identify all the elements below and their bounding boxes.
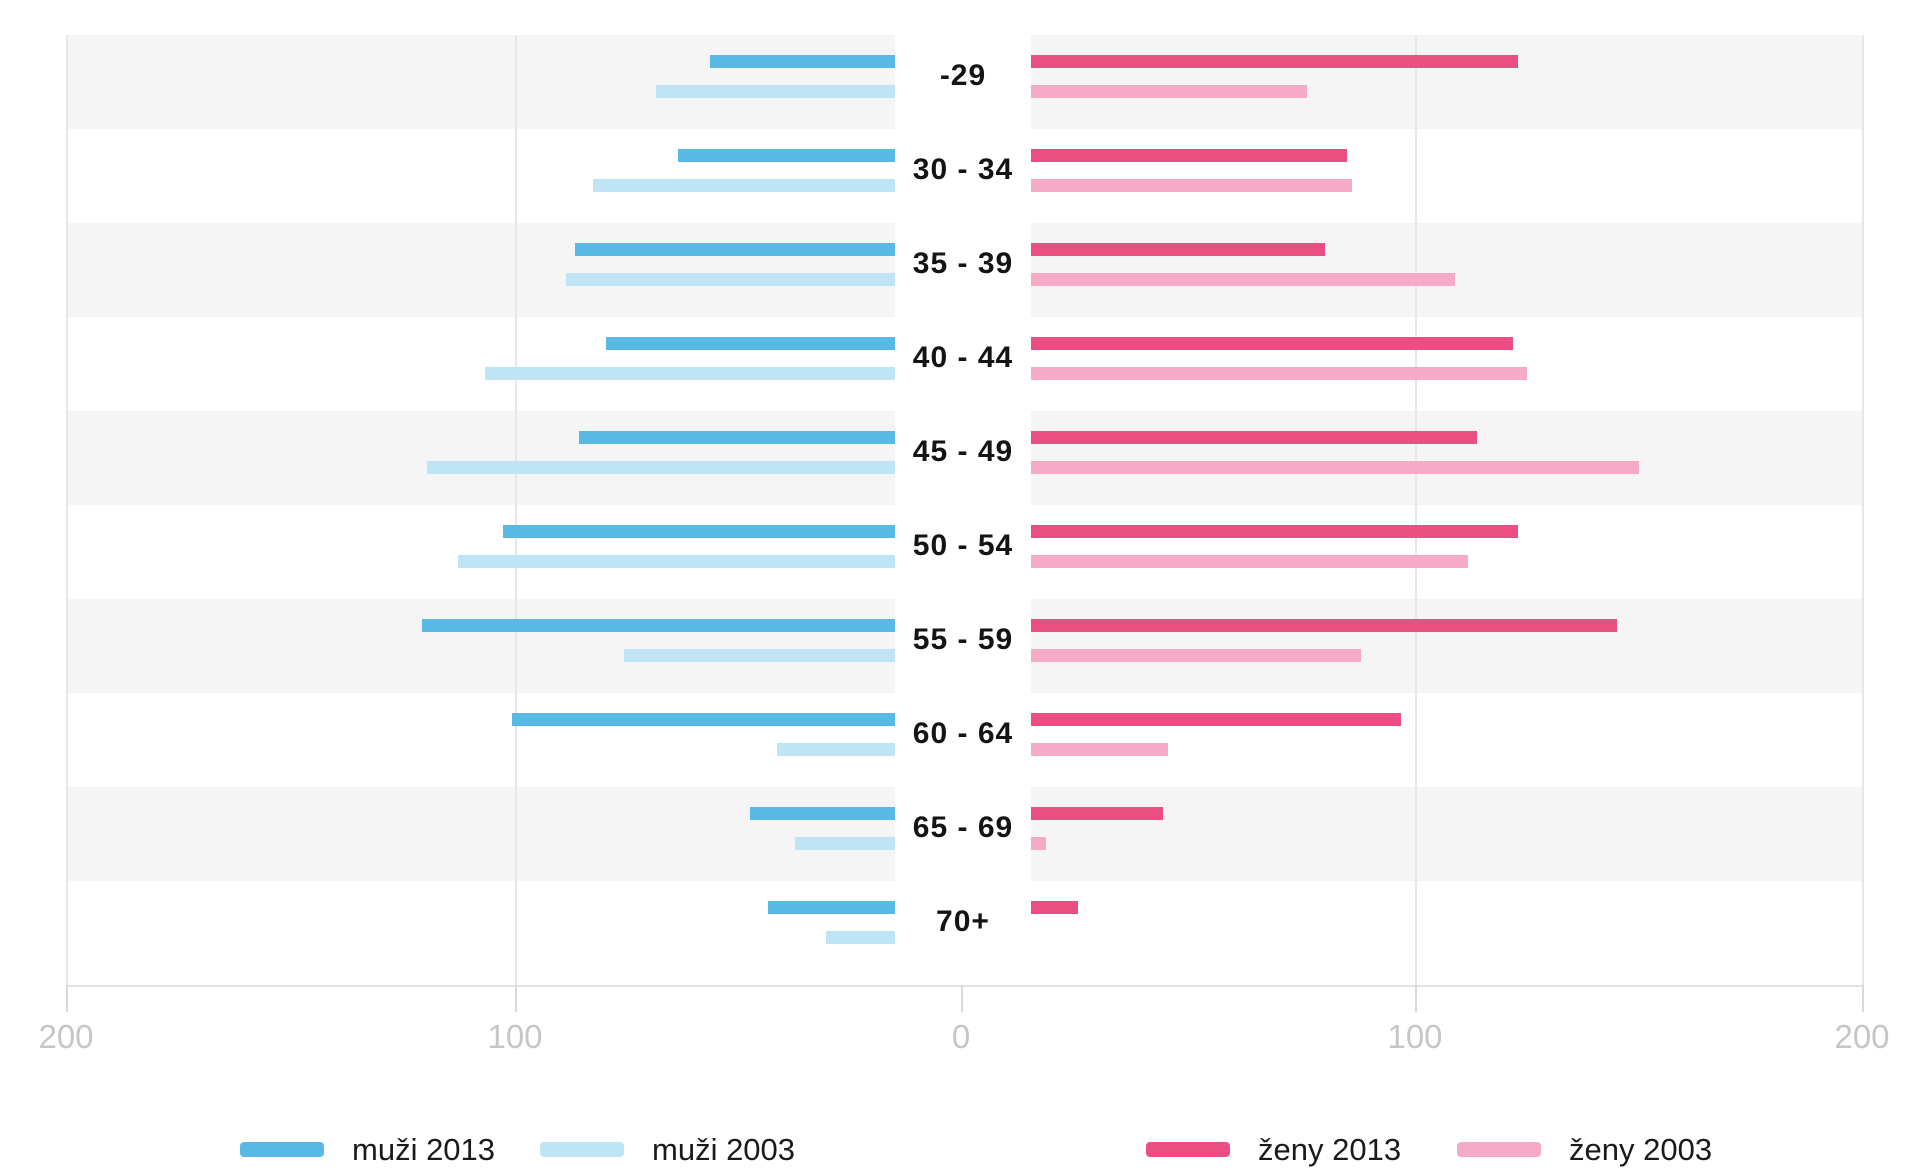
- category-label: 30 - 34: [912, 153, 1014, 186]
- category-label: -29: [939, 59, 987, 92]
- category-label-box-60-64: 60 - 64: [895, 693, 1031, 787]
- gridline-4: [1862, 35, 1864, 985]
- bar-eny-2003-50-54: [961, 555, 1469, 568]
- category-label: 55 - 59: [912, 623, 1014, 656]
- x-axis-label-4: 100: [1387, 1018, 1443, 1055]
- bar-eny-2013-30-34: [961, 149, 1348, 162]
- category-label-box-70: 70+: [895, 881, 1031, 975]
- bar-eny-2003-45-49: [961, 461, 1639, 474]
- bar-eny-2003-29: [961, 85, 1307, 98]
- bar-eny-2013-55-59: [961, 619, 1617, 632]
- bar-mu-i-2013-40-44: [606, 337, 961, 350]
- bar-mu-i-2013-45-49: [579, 431, 961, 444]
- bar-mu-i-2003-45-49: [426, 461, 961, 474]
- x-axis-label-2: 100: [487, 1018, 543, 1055]
- bar-mu-i-2003-29: [655, 85, 961, 98]
- legend-swatch-mu-i-2003: [540, 1142, 624, 1157]
- bar-mu-i-2013-35-39: [574, 243, 961, 256]
- bar-mu-i-2013-55-59: [422, 619, 961, 632]
- x-axis-tick-5: [1862, 985, 1864, 1012]
- x-axis-tick-1: [66, 985, 68, 1012]
- category-label-box-35-39: 35 - 39: [895, 223, 1031, 317]
- legend-label-mu-i-2003: muži 2003: [652, 1132, 796, 1167]
- bar-eny-2013-35-39: [961, 243, 1325, 256]
- legend-swatch-eny-2013: [1146, 1142, 1230, 1157]
- x-axis-label-5: 200: [1834, 1018, 1890, 1055]
- category-label-box-30-34: 30 - 34: [895, 129, 1031, 223]
- bar-eny-2013-60-64: [961, 713, 1402, 726]
- bar-eny-2003-40-44: [961, 367, 1527, 380]
- bar-eny-2013-50-54: [961, 525, 1518, 538]
- x-axis-label-1: 200: [38, 1018, 94, 1055]
- legend-swatch-mu-i-2013: [240, 1142, 324, 1157]
- gridline-1: [66, 35, 68, 985]
- category-label: 45 - 49: [912, 435, 1014, 468]
- bar-eny-2013-45-49: [961, 431, 1478, 444]
- category-label-box-40-44: 40 - 44: [895, 317, 1031, 411]
- bar-mu-i-2003-30-34: [592, 179, 961, 192]
- bar-mu-i-2013-30-34: [678, 149, 961, 162]
- category-label: 40 - 44: [912, 341, 1014, 374]
- category-label: 70+: [936, 905, 990, 938]
- bar-mu-i-2013-50-54: [503, 525, 961, 538]
- category-label-box-29: -29: [895, 35, 1031, 129]
- x-axis-line: [66, 985, 1862, 987]
- category-label-box-45-49: 45 - 49: [895, 411, 1031, 505]
- x-axis-tick-4: [1415, 985, 1417, 1012]
- legend-label-eny-2003: ženy 2003: [1569, 1132, 1713, 1167]
- gridline-3: [1415, 35, 1417, 985]
- bar-eny-2013-29: [961, 55, 1518, 68]
- bar-mu-i-2003-40-44: [485, 367, 961, 380]
- legend-swatch-eny-2003: [1457, 1142, 1541, 1157]
- category-label: 35 - 39: [912, 247, 1014, 280]
- bar-mu-i-2003-35-39: [565, 273, 961, 286]
- bar-eny-2003-55-59: [961, 649, 1361, 662]
- gridline-2: [515, 35, 517, 985]
- x-axis-label-3: 0: [951, 1018, 971, 1055]
- category-label-box-65-69: 65 - 69: [895, 787, 1031, 881]
- category-label-box-55-59: 55 - 59: [895, 599, 1031, 693]
- bar-eny-2003-35-39: [961, 273, 1455, 286]
- category-label: 65 - 69: [912, 811, 1014, 844]
- bar-eny-2003-30-34: [961, 179, 1352, 192]
- legend-label-mu-i-2013: muži 2013: [352, 1132, 496, 1167]
- x-axis-tick-2: [515, 985, 517, 1012]
- bar-mu-i-2013-60-64: [512, 713, 961, 726]
- bar-eny-2013-40-44: [961, 337, 1514, 350]
- category-label-box-50-54: 50 - 54: [895, 505, 1031, 599]
- bar-mu-i-2003-50-54: [458, 555, 961, 568]
- x-axis-tick-3: [961, 985, 963, 1012]
- bar-mu-i-2003-55-59: [624, 649, 961, 662]
- legend-label-eny-2013: ženy 2013: [1258, 1132, 1402, 1167]
- category-label: 60 - 64: [912, 717, 1014, 750]
- category-label: 50 - 54: [912, 529, 1014, 562]
